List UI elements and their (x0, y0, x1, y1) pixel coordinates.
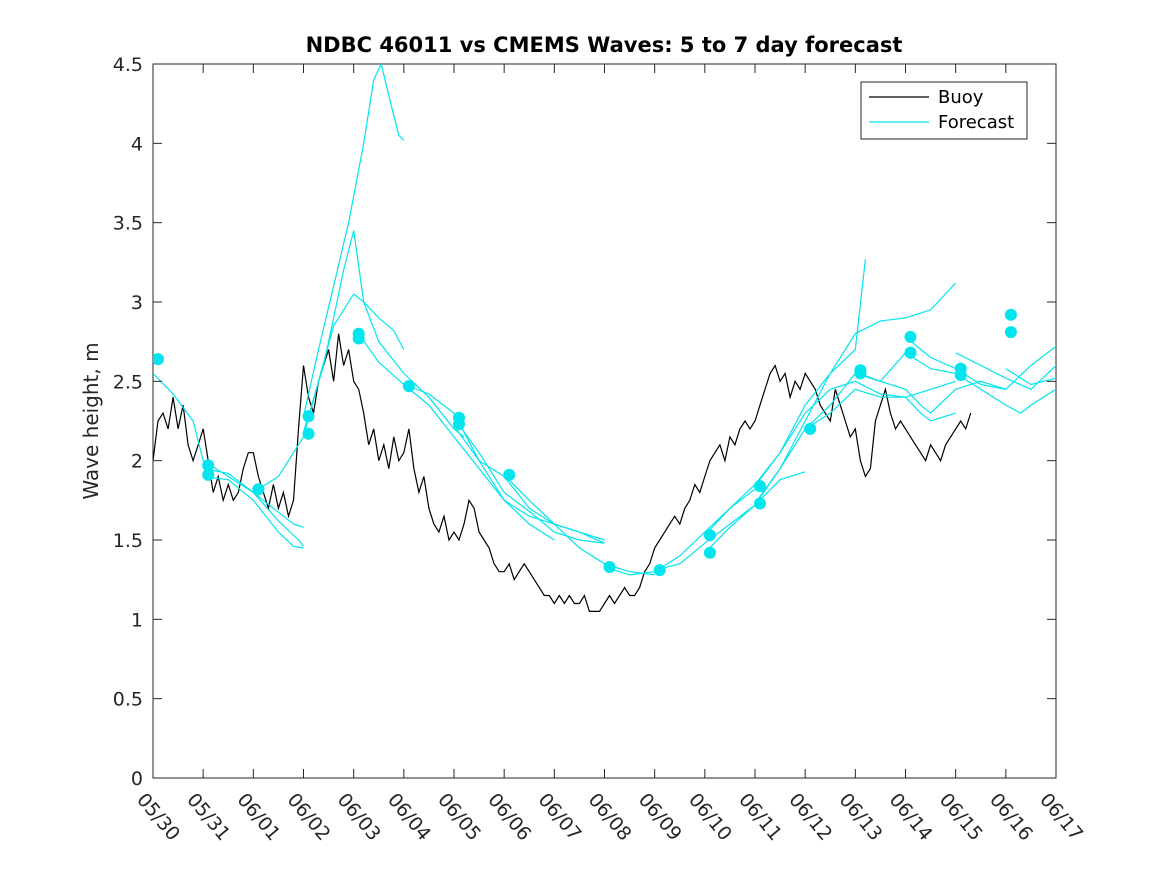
legend-forecast-label: Forecast (938, 112, 1014, 133)
x-tick-label: 05/30 (132, 789, 184, 845)
forecast-marker (854, 367, 867, 380)
forecast-series-line (403, 383, 605, 541)
x-tick-label: 06/07 (534, 789, 586, 845)
forecast-series-line (905, 336, 1056, 390)
x-tick-label: 05/31 (182, 789, 234, 845)
x-tick-label: 06/05 (433, 789, 485, 845)
plot-area-frame (152, 63, 1057, 779)
forecast-series-line (704, 259, 866, 554)
forecast-series-line (358, 333, 555, 541)
legend: Buoy Forecast (860, 81, 1028, 140)
y-tick-label: 3.5 (113, 213, 143, 235)
y-tick-label: 1 (131, 609, 143, 631)
x-tick-label: 06/04 (383, 789, 435, 845)
forecast-series-line (1005, 368, 1056, 386)
y-tick-label: 2 (131, 451, 143, 473)
forecast-marker (202, 468, 215, 481)
forecast-series-line (252, 293, 405, 493)
forecast-marker (1004, 308, 1017, 321)
legend-buoy-label: Buoy (938, 87, 984, 108)
forecast-marker (754, 480, 766, 493)
forecast-marker (252, 483, 265, 496)
forecast-series-line (453, 425, 605, 544)
y-tick-label: 2.5 (113, 371, 143, 393)
x-tick-label: 06/15 (935, 789, 987, 845)
forecast-series-line (302, 230, 465, 438)
y-axis-label: Wave height, m (79, 342, 103, 499)
legend-frame (860, 81, 1028, 140)
forecast-marker (954, 369, 967, 381)
forecast-marker (503, 468, 516, 481)
y-tick-label: 4 (131, 133, 143, 155)
forecast-marker (302, 410, 315, 423)
x-tick-label: 06/09 (634, 789, 686, 845)
forecast-series-line (955, 352, 1056, 391)
forecast-marker (904, 346, 917, 359)
forecast-marker (904, 330, 917, 343)
x-tick-label: 06/08 (584, 789, 636, 845)
forecast-marker (1004, 326, 1017, 339)
buoy-series-line (153, 333, 972, 613)
x-tick-label: 06/01 (233, 789, 285, 845)
forecast-series-line (654, 471, 806, 571)
forecast-marker (352, 327, 365, 340)
forecast-marker (703, 546, 716, 559)
forecast-marker (603, 561, 616, 573)
y-tick-label: 0.5 (113, 689, 143, 711)
forecast-series-line (754, 380, 956, 504)
forecast-series-line (754, 380, 956, 487)
forecast-series-line (302, 64, 405, 417)
x-tick-label: 06/12 (784, 789, 836, 845)
forecast-series-line (604, 488, 756, 576)
forecast-marker (302, 427, 315, 440)
forecast-marker (202, 459, 215, 472)
forecast-series-line (453, 417, 605, 544)
x-tick-label: 06/16 (985, 789, 1037, 845)
y-tick-label: 1.5 (113, 530, 143, 552)
forecast-series-line (503, 474, 655, 576)
forecast-series-line (804, 372, 1006, 430)
forecast-marker (453, 418, 465, 431)
plot-lines (153, 64, 1056, 613)
x-tick-label: 06/13 (835, 789, 887, 845)
y-tick-label: 3 (131, 292, 143, 314)
forecast-marker (804, 422, 817, 435)
forecast-series-line (203, 475, 304, 549)
x-tick-label: 06/02 (283, 789, 335, 845)
x-tick-label: 06/17 (1035, 789, 1087, 845)
forecast-series-line (855, 352, 1056, 414)
axis-ticks: 0 0.5 1 1.5 2 2.5 3 3.5 4 4.5 05/3005/3106/0106/02… (113, 54, 1087, 845)
forecast-marker (153, 353, 164, 366)
forecast-marker (703, 529, 716, 542)
x-tick-label: 06/10 (684, 789, 736, 845)
x-tick-label: 06/06 (483, 789, 535, 845)
x-tick-label: 06/03 (333, 789, 385, 845)
chart-title: NDBC 46011 vs CMEMS Waves: 5 to 7 day fo… (306, 33, 903, 57)
forecast-marker (653, 564, 666, 577)
forecast-marker (754, 497, 766, 510)
y-tick-label: 4.5 (113, 54, 143, 76)
forecast-series-line (704, 282, 957, 536)
x-tick-label: 06/14 (885, 789, 937, 845)
y-tick-label: 0 (131, 768, 143, 790)
forecast-marker (402, 380, 415, 393)
x-tick-label: 06/11 (734, 789, 786, 845)
forecast-series-line (153, 372, 304, 528)
forecast-series-line (203, 468, 304, 547)
